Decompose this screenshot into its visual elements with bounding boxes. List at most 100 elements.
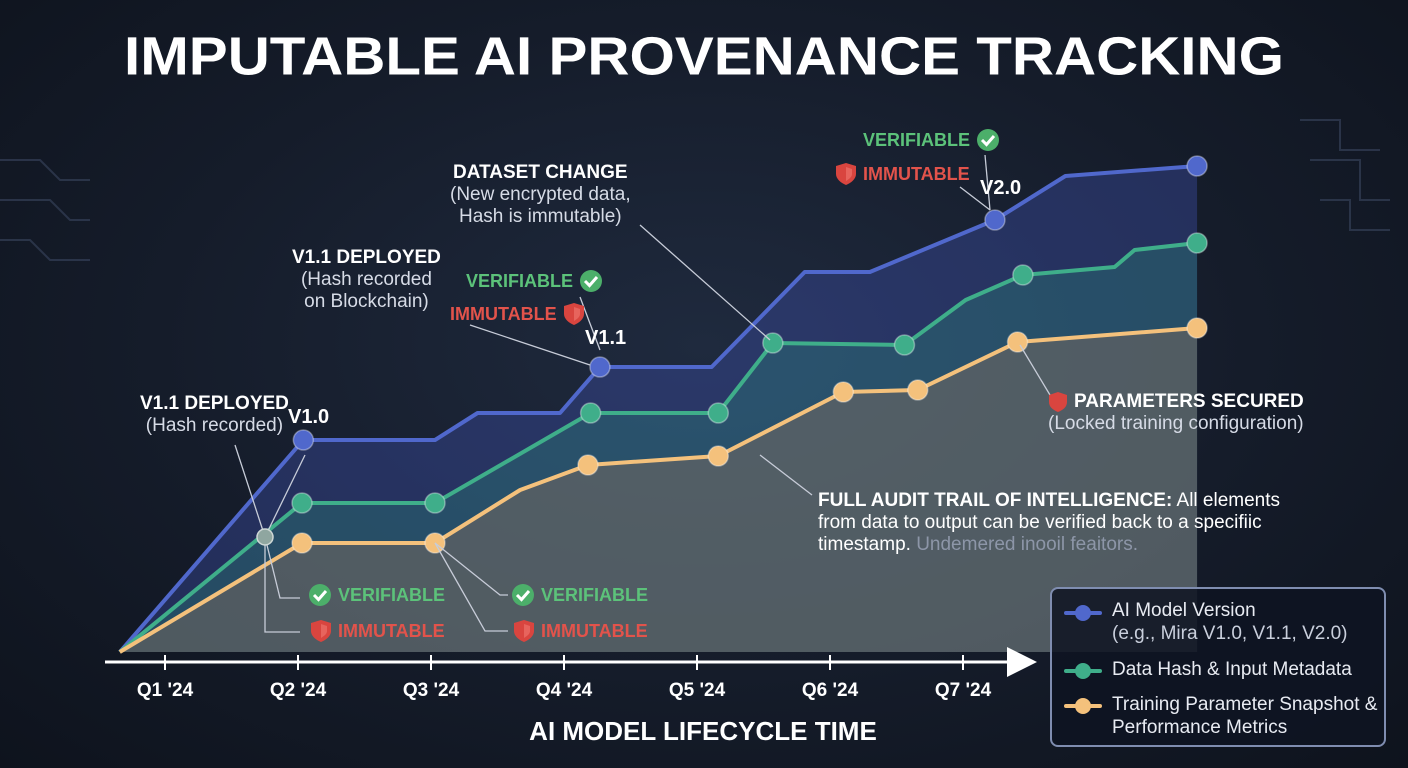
shield-icon (514, 620, 534, 642)
area-fill (119, 243, 1198, 652)
legend-label: Data Hash & Input Metadata (1112, 659, 1352, 680)
legend-swatch (1064, 698, 1102, 714)
badge: IMMUTABLE (310, 619, 445, 643)
badge-text: VERIFIABLE (541, 584, 649, 605)
legend-swatch (1064, 605, 1102, 621)
legend-label: AI Model Version (1112, 600, 1256, 621)
audit-note: FULL AUDIT TRAIL OF INTELLIGENCE: All el… (818, 490, 1298, 556)
point (577, 454, 599, 476)
audit-text: All elements from data to output can be … (818, 490, 1281, 555)
badge: VERIFIABLE (511, 583, 648, 607)
point (1186, 232, 1208, 254)
icon-shield-shine (846, 167, 852, 181)
annotation-text: on Blockchain) (304, 291, 429, 312)
point (1006, 331, 1029, 353)
x-tick-label: Q5 '24 (669, 680, 726, 701)
point (291, 532, 313, 554)
point-label: V1.0 (288, 406, 330, 428)
point (1186, 155, 1208, 177)
annotation-text: (Hash recorded) (145, 415, 284, 436)
check-icon (977, 129, 1000, 151)
annotation-text: (Locked training configuration) (1048, 413, 1304, 434)
legend-label: Training Parameter Snapshot & Performanc… (1112, 694, 1378, 738)
point (707, 402, 730, 424)
point (1186, 317, 1208, 339)
connectors (234, 154, 1051, 633)
point-label: V1.1 (585, 327, 627, 349)
icon-shield-shine (321, 624, 327, 638)
x-tick-label: Q1 '24 (137, 680, 194, 701)
point (907, 379, 929, 401)
annotation: PARAMETERS SECURED (Locked training conf… (1048, 391, 1304, 435)
area-fill (119, 328, 1198, 652)
point (893, 334, 916, 356)
x-tick-label: Q4 '24 (536, 680, 593, 701)
annotation-text: Hash is immutable) (458, 206, 622, 227)
point-label: V2.0 (980, 177, 1022, 199)
icon-check (312, 590, 328, 602)
badge-text: IMMUTABLE (450, 303, 557, 324)
badge: VERIFIABLE (308, 583, 445, 607)
legend-entry: Training Parameter Snapshot & Performanc… (1112, 693, 1382, 739)
point (1012, 264, 1034, 286)
point (424, 492, 446, 514)
point (579, 402, 602, 424)
badge: IMMUTABLE (450, 302, 585, 326)
badge: VERIFIABLE (863, 128, 1000, 152)
annotation: V1.1 DEPLOYED (Hash recorded on Blockchain… (292, 247, 441, 313)
annotation: DATASET CHANGE (New encrypted data, Hash i… (450, 162, 631, 228)
annotation: V1.1 DEPLOYED (Hash recorded) (140, 393, 289, 437)
icon-circle (580, 270, 603, 292)
icon-shield-shine (573, 307, 580, 321)
annotation-text: (Hash recorded (300, 269, 432, 290)
junction-dot (256, 528, 274, 546)
icon-check (515, 590, 531, 602)
legend: AI Model Version (e.g., Mira V1.0, V1.1, … (1050, 587, 1386, 747)
series-line (118, 164, 1198, 654)
point (424, 532, 446, 554)
point (589, 356, 611, 378)
badge-text: VERIFIABLE (863, 129, 971, 150)
icon-circle (309, 584, 331, 606)
legend-description: (e.g., Mira V1.0, V1.1, V2.0) (1112, 623, 1348, 644)
icon-shield-shine (524, 624, 530, 638)
audit-title: FULL AUDIT TRAIL OF INTELLIGENCE: (818, 490, 1173, 511)
badge: IMMUTABLE (513, 619, 648, 643)
annotation-title: V1.1 DEPLOYED (292, 247, 441, 268)
point (707, 445, 730, 467)
legend-entry: AI Model Version (e.g., Mira V1.0, V1.1, … (1112, 599, 1382, 645)
badge-text: VERIFIABLE (338, 584, 446, 605)
x-tick-label: Q2 '24 (270, 680, 327, 701)
point (832, 381, 855, 403)
badge-text: IMMUTABLE (338, 620, 445, 641)
series-line (118, 241, 1198, 654)
badge-text: VERIFIABLE (466, 270, 574, 291)
point (984, 209, 1006, 231)
badge: VERIFIABLE (466, 269, 603, 293)
x-tick-label: Q6 '24 (802, 680, 859, 701)
legend-swatch (1064, 663, 1102, 679)
circuit-decoration (0, 119, 1390, 261)
x-axis-label: AI MODEL LIFECYCLE TIME (529, 716, 877, 746)
shield-icon (563, 303, 584, 325)
x-tick-label: Q7 '24 (935, 680, 992, 701)
check-icon (580, 270, 603, 292)
icon-check (583, 276, 599, 288)
icon-check (980, 135, 996, 147)
badge-text: IMMUTABLE (863, 163, 970, 184)
audit-faded: Undemered inooil feaitors. (916, 534, 1138, 555)
shield-icon (836, 163, 856, 185)
point (292, 429, 315, 451)
icon-circle (512, 584, 534, 606)
annotation-title: DATASET CHANGE (453, 162, 628, 183)
point (291, 492, 313, 514)
annotation-title: V1.1 DEPLOYED (140, 393, 289, 414)
check-icon (512, 584, 534, 606)
icon-circle (977, 129, 1000, 151)
annotation-text: (New encrypted data, (450, 184, 631, 205)
legend-entry: Data Hash & Input Metadata (1112, 658, 1382, 681)
series-line (118, 326, 1198, 654)
shield-icon (311, 620, 331, 642)
badge: IMMUTABLE (835, 162, 970, 186)
